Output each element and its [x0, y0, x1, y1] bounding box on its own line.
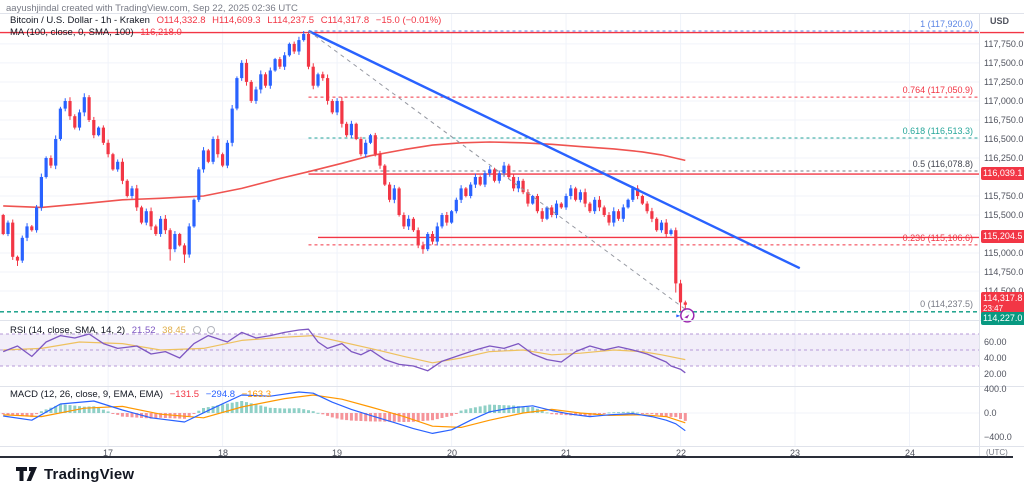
ma-legend[interactable]: MA (100, close, 0, SMA, 100) 116,218.0 — [10, 27, 182, 38]
ma-label[interactable]: MA (100, close, 0, SMA, 100) — [10, 27, 134, 38]
indicator-menu-icon[interactable] — [207, 326, 216, 335]
rsi-ma-value: 38.45 — [162, 325, 186, 336]
macd-label[interactable]: MACD (12, 26, close, 9, EMA, EMA) — [10, 389, 164, 400]
footer-bar: TradingView — [0, 458, 1024, 492]
attribution-text: aayushjindal created with TradingView.co… — [6, 3, 298, 14]
macd-signal-value: −163.3 — [241, 389, 272, 400]
rsi-label[interactable]: RSI (14, close, SMA, 14, 2) — [10, 325, 126, 336]
tradingview-brand-text[interactable]: TradingView — [44, 466, 135, 483]
macd-legend[interactable]: MACD (12, 26, close, 9, EMA, EMA) −131.5… — [10, 389, 271, 400]
symbol-title[interactable]: Bitcoin / U.S. Dollar - 1h - Kraken — [10, 15, 150, 26]
change-value: −15.0 (−0.01%) — [375, 15, 442, 26]
symbol-legend[interactable]: Bitcoin / U.S. Dollar - 1h - Kraken O114… — [10, 15, 441, 26]
tradingview-logo-icon[interactable] — [16, 467, 42, 483]
rsi-legend[interactable]: RSI (14, close, SMA, 14, 2) 21.52 38.45 — [10, 325, 216, 336]
ma-value: 116,218.0 — [140, 27, 182, 38]
ohlc-low: L114,237.5 — [267, 15, 315, 26]
chart-canvas[interactable] — [0, 0, 1024, 458]
ohlc-close: C114,317.8 — [320, 15, 370, 26]
ohlc-high: H114,609.3 — [212, 15, 261, 26]
macd-hist-value: −131.5 — [169, 389, 200, 400]
indicator-eye-icon[interactable] — [192, 326, 201, 335]
rsi-value: 21.52 — [131, 325, 156, 336]
ohlc-open: O114,332.8 — [156, 15, 206, 26]
macd-line-value: −294.8 — [205, 389, 236, 400]
